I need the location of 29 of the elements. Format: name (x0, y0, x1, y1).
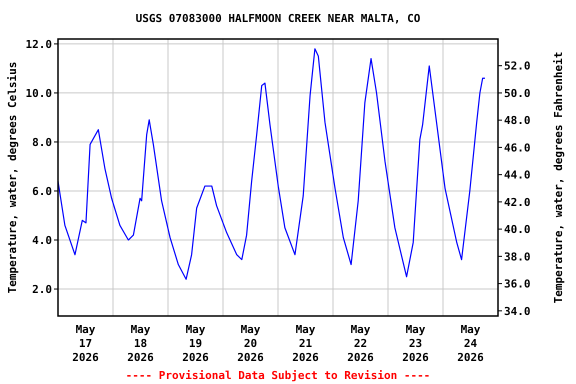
y-tick-label: 6.0 (32, 184, 52, 198)
x-tick-label: May 19 2026 (182, 323, 210, 364)
y2-tick-label: 42.0 (504, 196, 530, 209)
y2-axis-title: Temperature, water, degrees Fahrenheit (552, 52, 565, 304)
x-tick-label: May 17 2026 (72, 323, 100, 364)
y2-tick-label: 40.0 (504, 223, 530, 236)
y2-tick-label: 52.0 (504, 60, 530, 73)
y-tick-label: 4.0 (32, 234, 52, 248)
y-tick-label: 12.0 (26, 38, 52, 51)
y2-tick-label: 36.0 (504, 278, 530, 291)
text: ---- Provisional Data Subject to Revision ---- (126, 369, 430, 382)
x-tick-label: May 24 2026 (457, 323, 484, 364)
y2-tick-label: 34.0 (504, 304, 530, 318)
y2-tick-label: 38.0 (504, 250, 530, 264)
x-tick-label: May 18 2026 (127, 323, 154, 364)
y-axis-title: Temperature, water, degrees Celsius (6, 62, 19, 294)
y2-tick-label: 50.0 (504, 86, 530, 100)
x-tick-label: May 23 2026 (402, 323, 430, 364)
x-tick-label: May 22 2026 (347, 323, 374, 364)
y-tick-label: 8.0 (32, 136, 52, 149)
y2-tick-label: 46.0 (504, 141, 530, 154)
y2-tick-label: 44.0 (504, 168, 530, 182)
line-series (57, 48, 486, 280)
y2-tick-label: 48.0 (504, 114, 530, 128)
x-tick-label: May 21 2026 (292, 323, 320, 364)
x-tick-label: May 20 2026 (237, 323, 264, 364)
y-tick-label: 10.0 (26, 86, 52, 100)
chart-title: USGS 07083000 HALFMOON CREEK NEAR MALTA, CO (136, 12, 421, 25)
y-tick-label: 2.0 (32, 283, 52, 296)
